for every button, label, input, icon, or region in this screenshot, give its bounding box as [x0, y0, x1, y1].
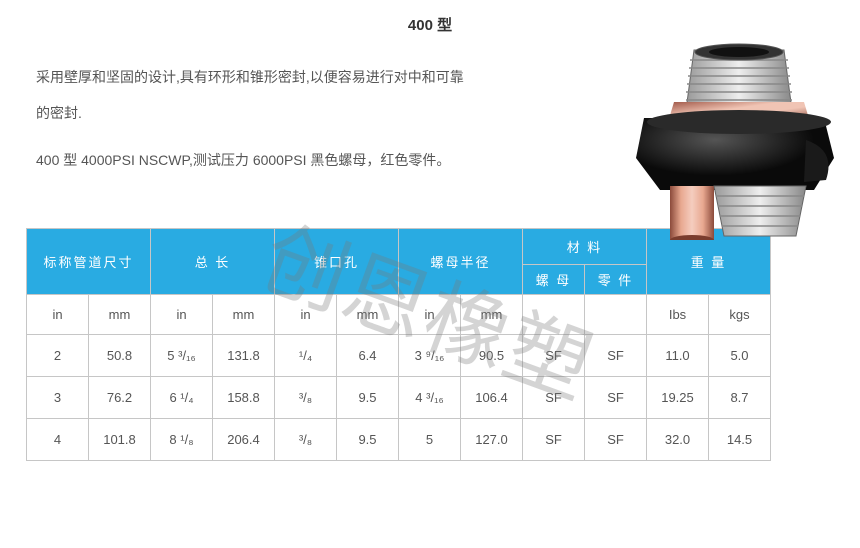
cell: 101.8	[89, 419, 151, 461]
hdr-nut-radius: 螺母半径	[399, 229, 523, 295]
table-row: 4101.8 8 ¹/₈206.4 ³/₈9.5 5127.0 SFSF 32.…	[27, 419, 771, 461]
cell: 4 ³/₁₆	[399, 377, 461, 419]
unit-mm: mm	[337, 295, 399, 335]
desc-line-2: 的密封.	[36, 95, 540, 131]
cell: 127.0	[461, 419, 523, 461]
product-union-image	[574, 40, 834, 240]
table-row: 376.2 6 ¹/₄158.8 ³/₈9.5 4 ³/₁₆106.4 SFSF…	[27, 377, 771, 419]
unit-in: in	[399, 295, 461, 335]
cell: 206.4	[213, 419, 275, 461]
cell: 3 ⁹/₁₆	[399, 335, 461, 377]
cell: 6.4	[337, 335, 399, 377]
desc-line-3: 400 型 4000PSI NSCWP,测试压力 6000PSI 黑色螺母，红色…	[36, 142, 540, 178]
unit-mm: mm	[89, 295, 151, 335]
cell: 106.4	[461, 377, 523, 419]
cell: 2	[27, 335, 89, 377]
cell: 5 ³/₁₆	[151, 335, 213, 377]
cell: 4	[27, 419, 89, 461]
unit-in: in	[275, 295, 337, 335]
unit-in: in	[27, 295, 89, 335]
cell: 90.5	[461, 335, 523, 377]
cell: SF	[585, 377, 647, 419]
unit-row: in mm in mm in mm in mm Ibs kgs	[27, 295, 771, 335]
cell: 158.8	[213, 377, 275, 419]
cell: 3	[27, 377, 89, 419]
spec-table: 标称管道尺寸 总 长 锥口孔 螺母半径 材 料 重 量 螺 母 零 件 in m…	[26, 228, 771, 461]
desc-line-1: 采用壁厚和坚固的设计,具有环形和锥形密封,以便容易进行对中和可靠	[36, 59, 540, 95]
cell: 11.0	[647, 335, 709, 377]
unit-blank	[523, 295, 585, 335]
cell: 131.8	[213, 335, 275, 377]
cell: 8 ¹/₈	[151, 419, 213, 461]
cell: 76.2	[89, 377, 151, 419]
hdr-material-part: 零 件	[585, 265, 647, 295]
cell: 6 ¹/₄	[151, 377, 213, 419]
cell: ³/₈	[275, 419, 337, 461]
unit-ibs: Ibs	[647, 295, 709, 335]
cell: SF	[523, 377, 585, 419]
cell: SF	[523, 419, 585, 461]
unit-kgs: kgs	[709, 295, 771, 335]
model-title: 400 型	[0, 0, 860, 35]
cell: SF	[585, 335, 647, 377]
hdr-nominal: 标称管道尺寸	[27, 229, 151, 295]
unit-mm: mm	[461, 295, 523, 335]
cell: ¹/₄	[275, 335, 337, 377]
table-row: 250.8 5 ³/₁₆131.8 ¹/₄6.4 3 ⁹/₁₆90.5 SFSF…	[27, 335, 771, 377]
hdr-cone-hole: 锥口孔	[275, 229, 399, 295]
cell: 9.5	[337, 419, 399, 461]
hdr-material-nut: 螺 母	[523, 265, 585, 295]
cell: 5	[399, 419, 461, 461]
cell: 8.7	[709, 377, 771, 419]
unit-blank	[585, 295, 647, 335]
cell: 50.8	[89, 335, 151, 377]
cell: SF	[585, 419, 647, 461]
unit-in: in	[151, 295, 213, 335]
cell: 5.0	[709, 335, 771, 377]
description-block: 采用壁厚和坚固的设计,具有环形和锥形密封,以便容易进行对中和可靠 的密封. 40…	[0, 35, 540, 178]
cell: 32.0	[647, 419, 709, 461]
cell: 14.5	[709, 419, 771, 461]
cell: ³/₈	[275, 377, 337, 419]
unit-mm: mm	[213, 295, 275, 335]
cell: SF	[523, 335, 585, 377]
hdr-overall-len: 总 长	[151, 229, 275, 295]
cell: 9.5	[337, 377, 399, 419]
cell: 19.25	[647, 377, 709, 419]
